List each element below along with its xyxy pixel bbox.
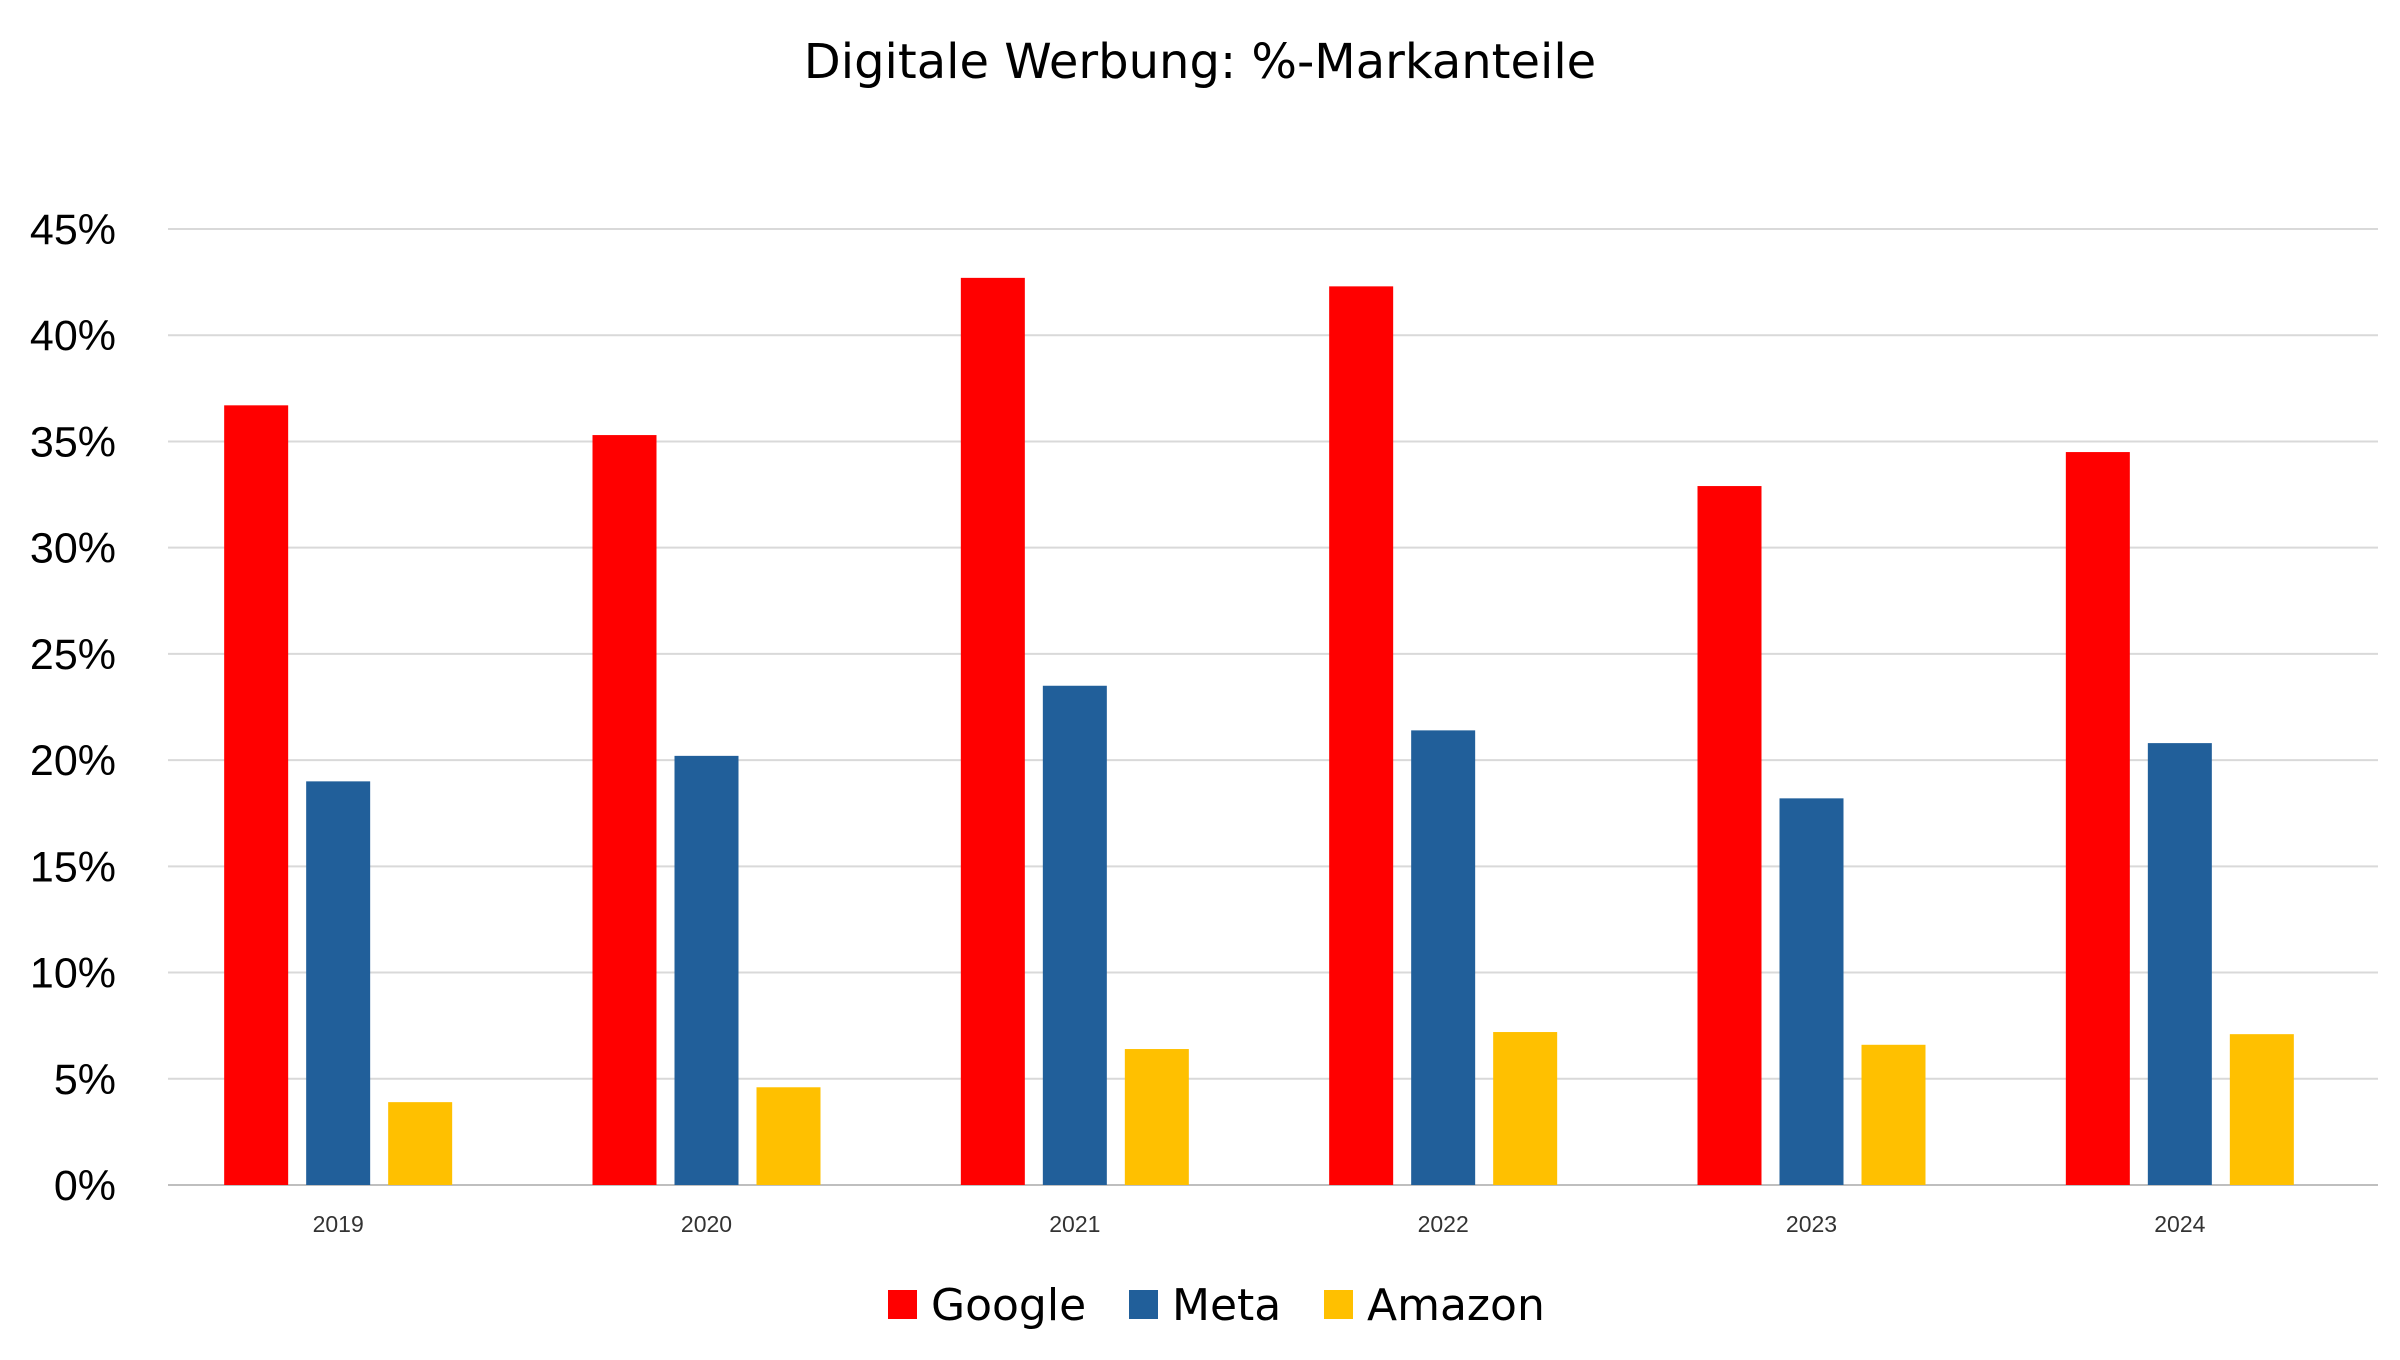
chart-title: Digitale Werbung: %-Markanteile [804, 34, 1596, 90]
x-tick-label: 2021 [1049, 1211, 1100, 1237]
legend-label-meta: Meta [1172, 1280, 1281, 1331]
bar-amazon-2020 [756, 1087, 821, 1185]
bar-meta-2021 [1042, 685, 1107, 1185]
bar-amazon-2022 [1493, 1032, 1558, 1185]
x-tick-label: 2024 [2154, 1211, 2205, 1237]
y-tick-label: 40% [30, 312, 116, 360]
bar-amazon-2023 [1861, 1044, 1926, 1185]
bar-meta-2022 [1411, 730, 1476, 1185]
y-tick-label: 25% [30, 631, 116, 679]
y-tick-label: 30% [30, 525, 116, 573]
legend-swatch-meta [1129, 1290, 1158, 1319]
bar-google-2024 [2065, 452, 2130, 1186]
y-tick-label: 35% [30, 418, 116, 466]
x-axis-ticks: 2019 2020 2021 2022 2023 2024 [313, 1211, 2206, 1237]
bar-amazon-2019 [388, 1102, 453, 1185]
bar-meta-2020 [674, 755, 739, 1185]
y-tick-label: 5% [54, 1056, 116, 1104]
bar-amazon-2024 [2229, 1034, 2294, 1185]
y-axis-ticks: 0% 5% 10% 15% 20% 25% 30% 35% 40% 45% [30, 206, 116, 1210]
bar-google-2021 [960, 277, 1025, 1186]
y-tick-label: 20% [30, 737, 116, 785]
bar-meta-2023 [1779, 798, 1844, 1185]
x-tick-label: 2022 [1418, 1211, 1469, 1237]
x-tick-label: 2020 [681, 1211, 732, 1237]
bar-google-2023 [1697, 486, 1762, 1186]
legend-label-amazon: Amazon [1367, 1280, 1545, 1331]
gridlines [168, 228, 2378, 1186]
y-tick-label: 10% [30, 950, 116, 998]
bar-meta-2019 [306, 781, 371, 1185]
x-tick-label: 2019 [313, 1211, 364, 1237]
legend-swatch-amazon [1324, 1290, 1353, 1319]
y-tick-label: 15% [30, 843, 116, 891]
bar-meta-2024 [2147, 743, 2212, 1185]
y-tick-label: 45% [30, 206, 116, 254]
bar-amazon-2021 [1124, 1049, 1189, 1185]
bar-google-2020 [592, 435, 657, 1185]
x-tick-label: 2023 [1786, 1211, 1837, 1237]
bar-google-2022 [1329, 286, 1394, 1185]
bar-google-2019 [224, 405, 289, 1186]
y-tick-label: 0% [54, 1162, 116, 1210]
bars [224, 277, 2294, 1186]
legend: Google Meta Amazon [888, 1280, 1545, 1331]
legend-swatch-google [888, 1290, 917, 1319]
legend-label-google: Google [931, 1280, 1086, 1331]
